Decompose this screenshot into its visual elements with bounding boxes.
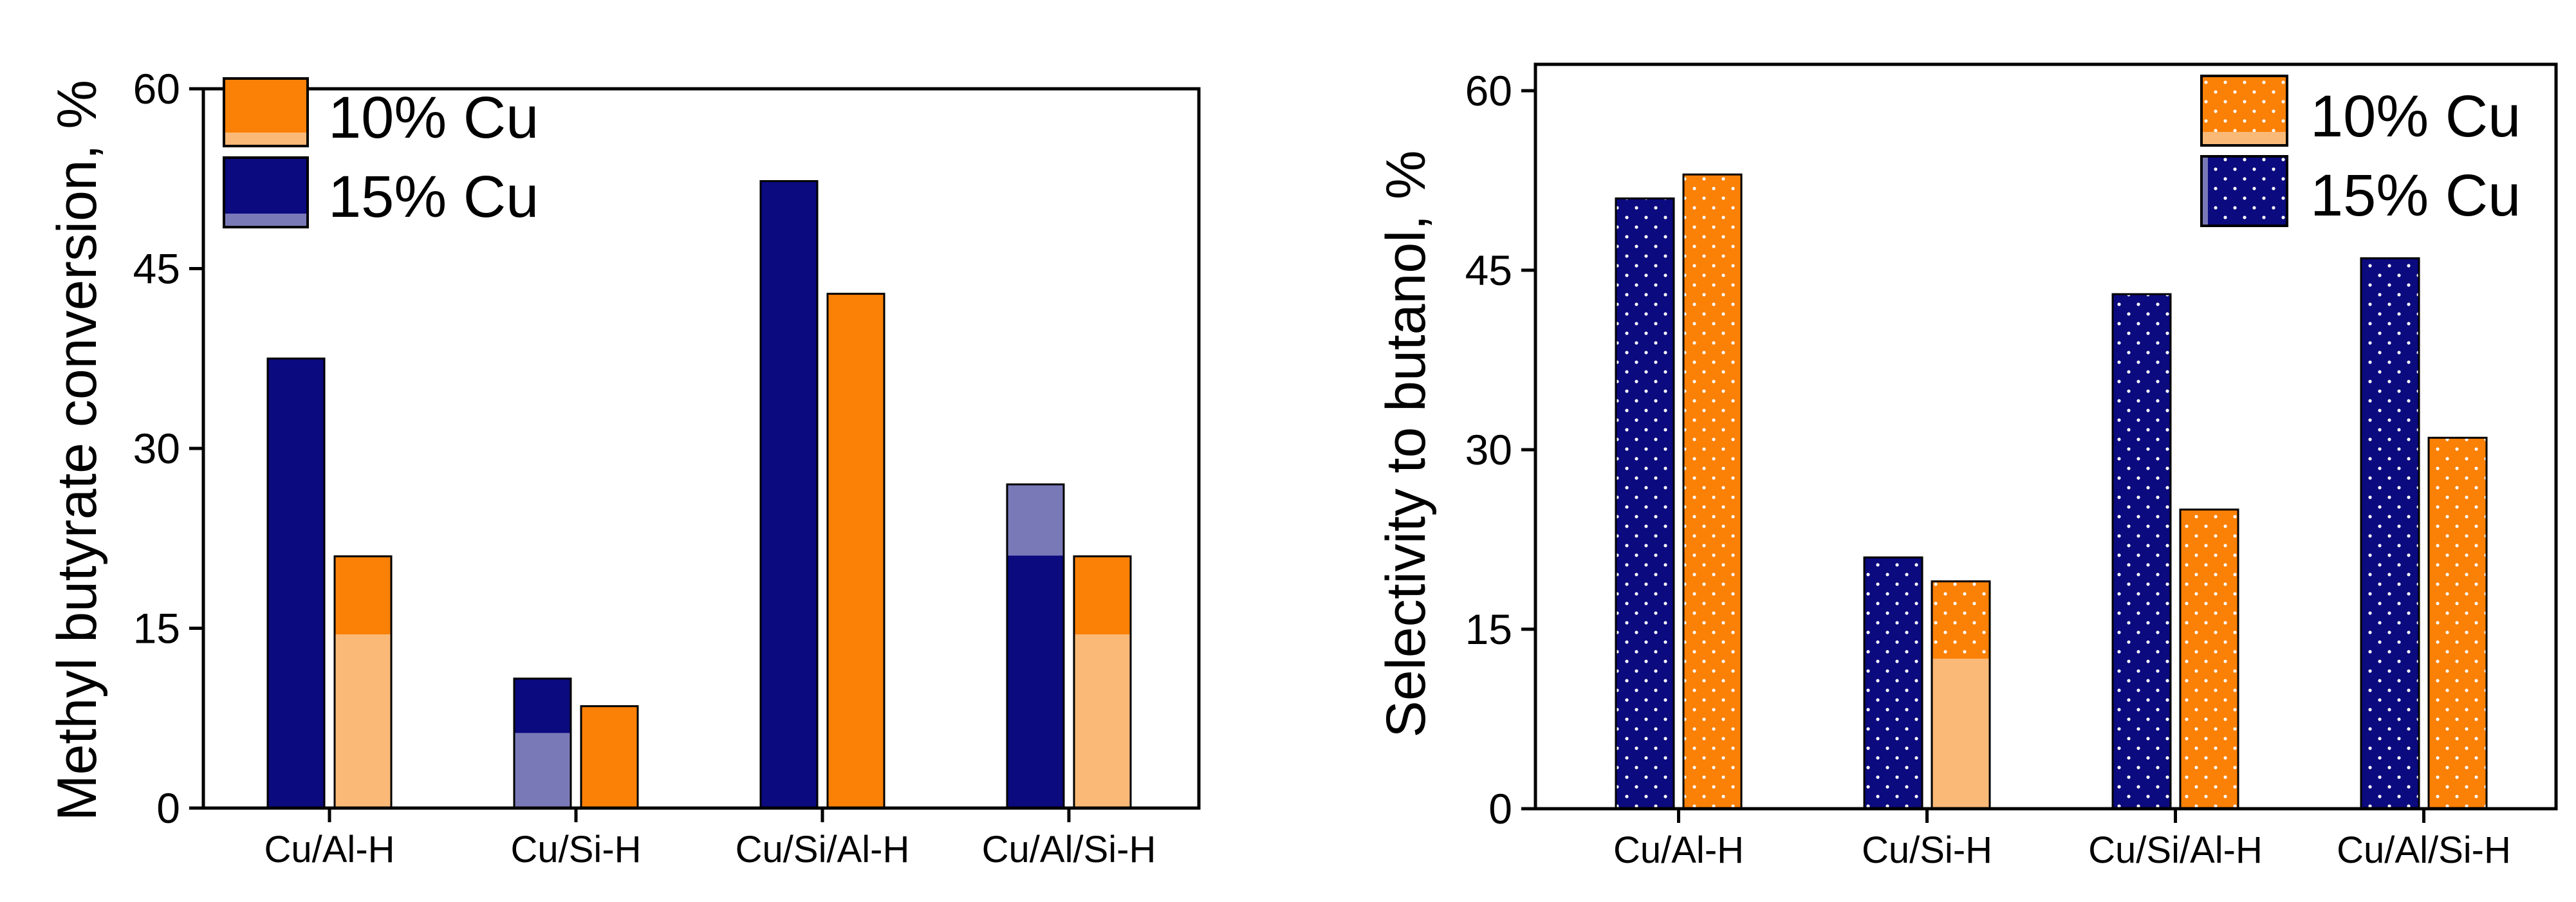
bar-10-cu-cu-si-h	[580, 705, 639, 809]
selectivity-y-tick-label: 60	[1465, 67, 1512, 115]
selectivity-y-tick-label: 45	[1465, 246, 1512, 294]
legend-swatch-15-cu-light	[225, 214, 306, 226]
bar-15-cu-cu-al-si-h	[2360, 257, 2420, 810]
conversion-plot-frame	[201, 87, 1201, 810]
selectivity-y-tick-label: 30	[1465, 426, 1512, 474]
bar-15-cu-cu-al-h	[266, 357, 326, 809]
bar-15-cu-cu-si-al-h	[759, 179, 819, 809]
bar-15-cu-cu-si-al-h	[2111, 293, 2172, 810]
bar-shading	[1008, 485, 1063, 556]
selectivity-x-tick-label: Cu/Al/Si-H	[2337, 829, 2511, 871]
conversion-x-tick-label: Cu/Al-H	[264, 829, 394, 870]
bar-10-cu-cu-si-al-h	[2179, 508, 2239, 810]
conversion-y-tick-label: 0	[156, 784, 180, 832]
conversion-y-tick-label: 45	[133, 245, 180, 293]
bar-10-cu-cu-al-si-h	[2427, 436, 2488, 810]
selectivity-y-tick-label: 15	[1465, 605, 1512, 653]
bar-shading	[1075, 634, 1130, 807]
conversion-y-tick-label: 30	[133, 425, 180, 472]
legend-swatch-15-cu-dotted-light	[2203, 158, 2208, 225]
legend-swatch-10-cu-light	[225, 133, 306, 145]
selectivity-x-tick-label: Cu/Al-H	[1613, 829, 1744, 871]
selectivity-panel: Selectivity to butanol, % 0 15 30 45 60 Cu/A…	[1375, 62, 2558, 871]
selectivity-x-tick-label: Cu/Si-H	[1862, 829, 1992, 871]
conversion-x-tick-label: Cu/Al/Si-H	[982, 829, 1156, 870]
conversion-y-tick-label: 15	[133, 605, 180, 652]
selectivity-plot-frame	[1534, 62, 2558, 811]
conversion-y-tick-label: 60	[133, 65, 180, 113]
conversion-x-tick-label: Cu/Si/Al-H	[736, 829, 910, 870]
legend-label-10-cu: 10% Cu	[328, 85, 539, 151]
bar-15-cu-cu-si-h	[1863, 556, 1923, 810]
selectivity-y-axis-title: Selectivity to butanol, %	[1375, 150, 1437, 737]
conversion-x-tick-label: Cu/Si-H	[510, 829, 641, 870]
legend-swatch-15-cu-dotted	[2200, 155, 2288, 227]
selectivity-y-tick-label: 0	[1488, 785, 1512, 833]
legend-label-10-cu-right: 10% Cu	[2310, 84, 2521, 149]
bar-15-cu-cu-al-h	[1615, 197, 1675, 810]
selectivity-x-tick-label: Cu/Si/Al-H	[2088, 829, 2263, 871]
bar-shading	[515, 733, 570, 807]
bar-10-cu-cu-si-al-h	[826, 293, 885, 809]
bar-shading	[335, 634, 391, 807]
selectivity-legend: 10% Cu 15% Cu	[2200, 75, 2521, 228]
bar-10-cu-cu-al-h	[1682, 173, 1743, 810]
legend-label-15-cu: 15% Cu	[328, 164, 539, 230]
bar-shading	[1932, 658, 1989, 808]
conversion-legend: 10% Cu 15% Cu	[223, 77, 539, 230]
legend-swatch-10-cu-dotted-light	[2203, 132, 2286, 144]
conversion-panel: Methyl butyrate conversion, % 015304560 …	[46, 65, 1201, 870]
legend-label-15-cu-right: 15% Cu	[2310, 163, 2521, 228]
conversion-y-axis-title: Methyl butyrate conversion, %	[46, 80, 108, 821]
